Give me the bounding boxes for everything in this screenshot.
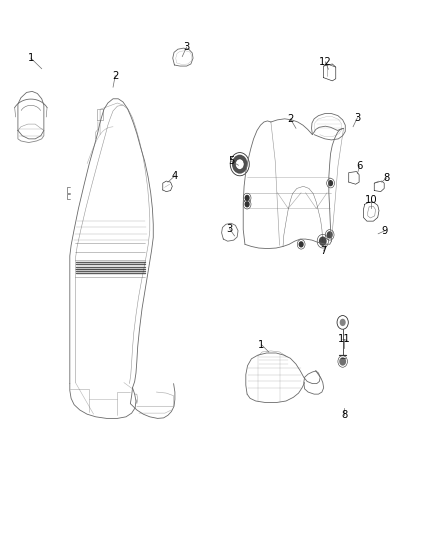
Text: 10: 10 [365,195,378,205]
Circle shape [244,195,250,201]
Circle shape [327,231,333,239]
Text: 3: 3 [184,42,190,52]
Circle shape [232,155,247,174]
Text: 1: 1 [28,53,34,63]
Text: 2: 2 [287,114,293,124]
Text: 9: 9 [382,225,388,236]
Text: 7: 7 [321,246,327,256]
Circle shape [244,201,250,207]
Text: 3: 3 [354,113,360,123]
Circle shape [319,237,327,246]
Text: 8: 8 [341,410,347,420]
Text: 4: 4 [172,171,178,181]
Circle shape [236,159,244,169]
Circle shape [339,319,346,326]
Text: 6: 6 [357,161,363,171]
Text: 12: 12 [319,57,332,67]
Circle shape [339,357,346,366]
Text: 8: 8 [384,173,390,183]
Text: 1: 1 [258,340,265,350]
Text: 2: 2 [112,70,118,80]
Text: 5: 5 [228,156,234,166]
Text: 3: 3 [226,223,233,233]
Circle shape [328,180,333,187]
Text: 11: 11 [338,334,351,344]
Circle shape [299,241,304,247]
